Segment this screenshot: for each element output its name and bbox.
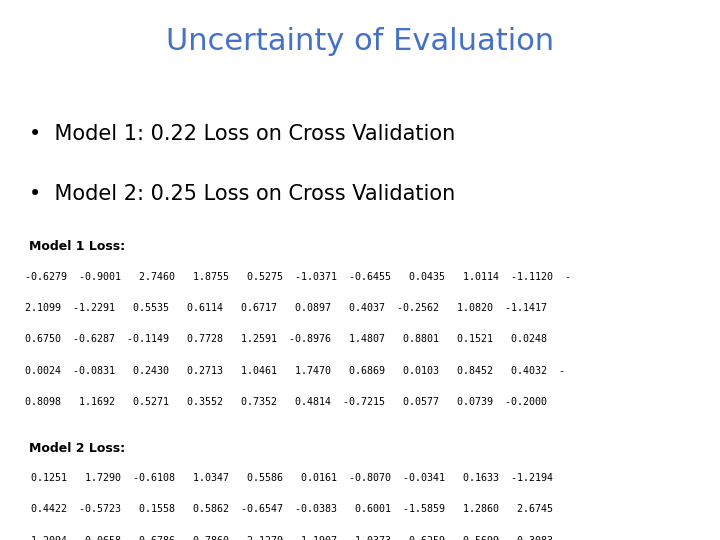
Text: Model 2 Loss:: Model 2 Loss: — [29, 442, 125, 455]
Text: 0.4422  -0.5723   0.1558   0.5862  -0.6547  -0.0383   0.6001  -1.5859   1.2860  : 0.4422 -0.5723 0.1558 0.5862 -0.6547 -0.… — [25, 504, 553, 515]
Text: 0.1251   1.7290  -0.6108   1.0347   0.5586   0.0161  -0.8070  -0.0341   0.1633  : 0.1251 1.7290 -0.6108 1.0347 0.5586 0.01… — [25, 473, 553, 483]
Text: Uncertainty of Evaluation: Uncertainty of Evaluation — [166, 27, 554, 56]
Text: •  Model 1: 0.22 Loss on Cross Validation: • Model 1: 0.22 Loss on Cross Validation — [29, 124, 455, 144]
Text: 0.0024  -0.0831   0.2430   0.2713   1.0461   1.7470   0.6869   0.0103   0.8452  : 0.0024 -0.0831 0.2430 0.2713 1.0461 1.74… — [25, 366, 565, 376]
Text: 1.2094  -0.0658   0.6786  -0.7860   2.1279   1.1907   1.0373  -0.6259   0.5699  : 1.2094 -0.0658 0.6786 -0.7860 2.1279 1.1… — [25, 536, 571, 540]
Text: -0.6279  -0.9001   2.7460   1.8755   0.5275  -1.0371  -0.6455   0.0435   1.0114 : -0.6279 -0.9001 2.7460 1.8755 0.5275 -1.… — [25, 272, 571, 282]
Text: 0.6750  -0.6287  -0.1149   0.7728   1.2591  -0.8976   1.4807   0.8801   0.1521  : 0.6750 -0.6287 -0.1149 0.7728 1.2591 -0.… — [25, 334, 547, 345]
Text: 2.1099  -1.2291   0.5535   0.6114   0.6717   0.0897   0.4037  -0.2562   1.0820  : 2.1099 -1.2291 0.5535 0.6114 0.6717 0.08… — [25, 303, 547, 313]
Text: 0.8098   1.1692   0.5271   0.3552   0.7352   0.4814  -0.7215   0.0577   0.0739  : 0.8098 1.1692 0.5271 0.3552 0.7352 0.481… — [25, 397, 547, 407]
Text: •  Model 2: 0.25 Loss on Cross Validation: • Model 2: 0.25 Loss on Cross Validation — [29, 184, 455, 204]
Text: Model 1 Loss:: Model 1 Loss: — [29, 240, 125, 253]
